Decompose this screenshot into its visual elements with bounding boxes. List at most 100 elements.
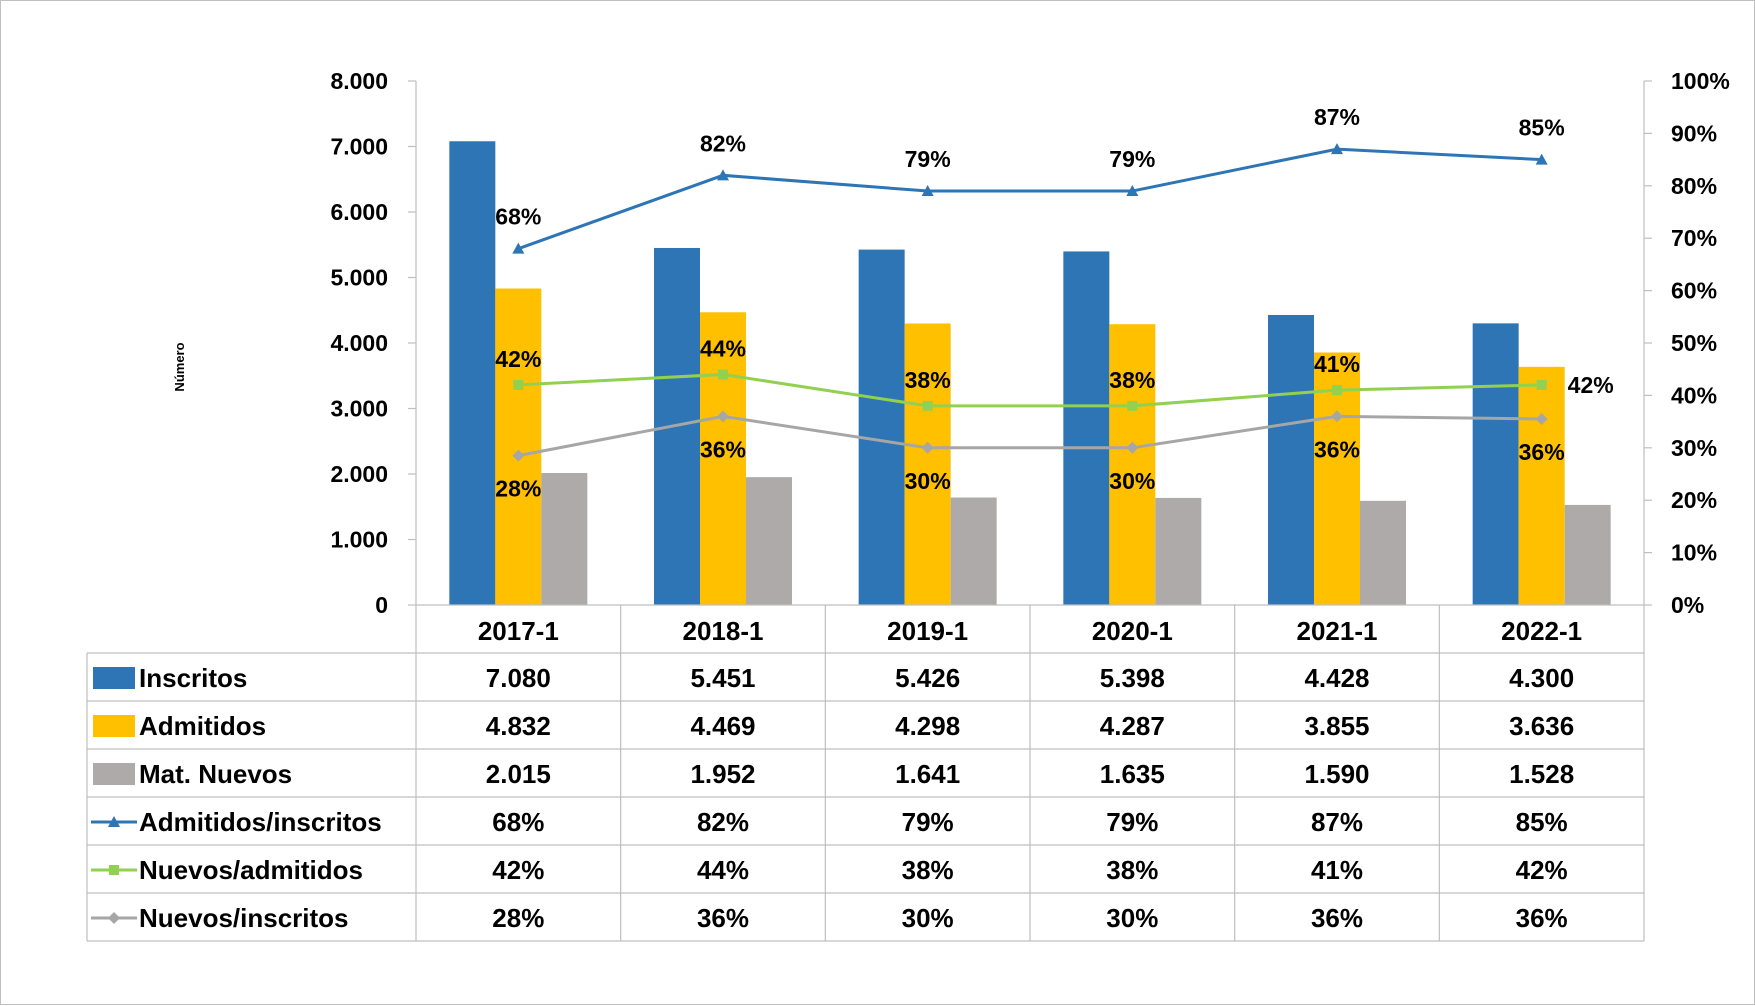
y-axis-title: Número (172, 342, 187, 391)
data-label: 42% (1568, 372, 1614, 398)
point-admitidos-inscritos (921, 185, 934, 197)
table-cell: 30% (1106, 903, 1158, 933)
point-admitidos-inscritos (717, 169, 729, 181)
y-tick-label: 6.000 (330, 199, 388, 225)
data-table: 2017-1 2018-1 2019-1 2020-1 2021-1 2022-1 Insc… (86, 604, 1645, 942)
table-cell: 82% (697, 807, 749, 837)
table-cell: 1.590 (1304, 759, 1369, 789)
point-nuevos-admitidos (1536, 379, 1547, 390)
table-cell: 7.080 (486, 663, 551, 693)
table-cell: 28% (492, 903, 544, 933)
bar-mat-nuevos (950, 497, 997, 605)
legend-label-nuevos-inscritos: Nuevos/inscritos (139, 903, 349, 933)
table-cell: 85% (1516, 807, 1568, 837)
bar-mat-nuevos (541, 473, 588, 605)
table-cell: 38% (902, 855, 954, 885)
point-nuevos-admitidos (922, 400, 933, 411)
y2-tick-label: 40% (1671, 382, 1717, 408)
line-admitidos-inscritos (517, 147, 1542, 251)
legend-label-inscritos: Inscritos (139, 663, 247, 693)
legend-key-inscritos (93, 667, 135, 689)
table-cell: 5.451 (690, 663, 755, 693)
legend-label-nuevos-admitidos: Nuevos/admitidos (139, 855, 363, 885)
y2-tick-label: 10% (1671, 540, 1717, 566)
y-tick-label: 7.000 (330, 134, 388, 160)
bars-group (449, 141, 1611, 606)
y-tick-label: 3.000 (330, 396, 388, 422)
table-cell: 4.300 (1509, 663, 1574, 693)
y2-tick-label: 70% (1671, 225, 1717, 251)
data-label: 87% (1314, 104, 1360, 130)
point-nuevos-admitidos (718, 369, 728, 380)
bar-admitidos (1518, 366, 1565, 605)
data-label: 44% (700, 335, 746, 361)
table-cell: 2.015 (486, 759, 551, 789)
table-cell: 38% (1106, 855, 1158, 885)
table-cell: 4.832 (486, 711, 551, 741)
table-cell: 3.855 (1304, 711, 1369, 741)
table-cell: 44% (697, 855, 749, 885)
table-cell: 5.398 (1100, 663, 1165, 693)
point-nuevos-inscritos (1331, 410, 1343, 423)
point-nuevos-admitidos (513, 379, 524, 390)
table-cell: 79% (902, 807, 954, 837)
table-cell: 42% (1516, 855, 1568, 885)
category-label: 2020-1 (1092, 616, 1173, 646)
y2-tick-label: 100% (1671, 68, 1730, 94)
legend-marker-admitidos-inscritos (108, 816, 120, 827)
bar-inscritos (1472, 323, 1519, 605)
table-cell: 42% (492, 855, 544, 885)
table-cell: 79% (1106, 807, 1158, 837)
bar-inscritos (1268, 314, 1314, 605)
bar-admitidos (495, 288, 542, 605)
bar-inscritos (1063, 251, 1110, 605)
data-label: 79% (905, 146, 951, 172)
data-label: 38% (905, 367, 951, 393)
data-label: 82% (700, 130, 746, 156)
table-cell: 4.469 (690, 711, 755, 741)
y2-tick-label: 60% (1671, 278, 1717, 304)
y2-tick-label: 0% (1671, 592, 1704, 618)
data-labels-group: 68% 82% 79% 79% 87% 85% 42% 44% 38% 38% 41% 42% 28% 3… (495, 104, 1613, 502)
data-label: 36% (700, 436, 746, 462)
data-label: 36% (1314, 436, 1360, 462)
legend-key-admitidos (93, 715, 135, 737)
data-label: 38% (1109, 367, 1155, 393)
point-admitidos-inscritos (512, 242, 525, 254)
bar-mat-nuevos (1564, 504, 1611, 605)
legend-marker-nuevos-inscritos (108, 912, 120, 924)
y-tick-label: 8.000 (330, 68, 388, 94)
y-tick-label: 5.000 (330, 265, 388, 291)
bar-admitidos (700, 312, 746, 605)
y2-tick-label: 90% (1671, 120, 1717, 146)
y2-tick-label: 80% (1671, 173, 1717, 199)
y2-tick-label: 30% (1671, 435, 1717, 461)
table-cell: 30% (902, 903, 954, 933)
y-tick-label: 2.000 (330, 461, 388, 487)
data-label: 36% (1519, 439, 1565, 465)
legend-label-admitidos-inscritos: Admitidos/inscritos (139, 807, 382, 837)
line-nuevos-admitidos (518, 372, 1542, 408)
data-label: 85% (1519, 115, 1565, 141)
legend-key-mat-nuevos (93, 763, 135, 785)
y2-tick-label: 50% (1671, 330, 1717, 356)
table-cell: 4.287 (1100, 711, 1165, 741)
bar-inscritos (858, 249, 905, 606)
point-admitidos-inscritos (1535, 153, 1548, 165)
category-label: 2021-1 (1297, 616, 1378, 646)
y-tick-label: 1.000 (330, 527, 388, 553)
table-cell: 5.426 (895, 663, 960, 693)
table-cell: 36% (697, 903, 749, 933)
data-label: 41% (1314, 351, 1360, 377)
point-nuevos-inscritos (717, 410, 729, 423)
bar-admitidos (904, 323, 951, 605)
table-cell: 41% (1311, 855, 1363, 885)
data-label: 68% (495, 204, 541, 230)
table-cell: 1.641 (895, 759, 960, 789)
category-label: 2019-1 (887, 616, 968, 646)
axes-group: 0 1.000 2.000 3.000 4.000 5.000 6.000 7.000 8.00… (330, 68, 1729, 618)
table-cell: 1.952 (690, 759, 755, 789)
data-label: 30% (1109, 468, 1155, 494)
